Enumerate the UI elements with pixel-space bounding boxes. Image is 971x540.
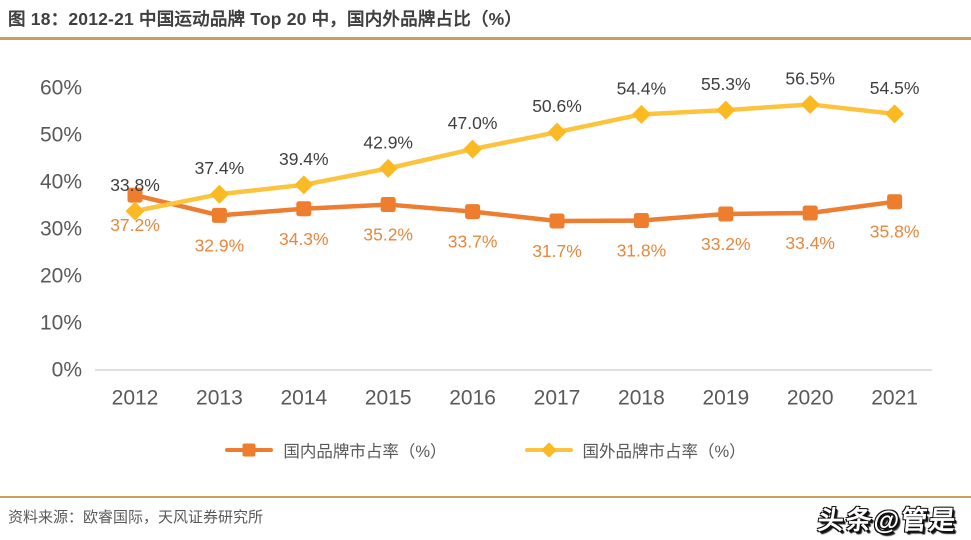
svg-text:35.2%: 35.2% (363, 225, 413, 245)
svg-text:33.4%: 33.4% (785, 233, 835, 253)
svg-text:2021: 2021 (871, 387, 918, 410)
legend-label-foreign: 国外品牌市占率（%） (582, 443, 746, 461)
svg-text:60%: 60% (40, 77, 82, 100)
svg-text:54.5%: 54.5% (870, 78, 920, 98)
svg-text:47.0%: 47.0% (448, 113, 498, 133)
svg-text:30%: 30% (40, 218, 82, 241)
svg-text:2014: 2014 (280, 387, 327, 410)
svg-text:37.2%: 37.2% (110, 215, 160, 235)
line-chart: 0% 10% 20% 30% 40% 50% 60% 2012 2013 2014 2015 2016… (40, 68, 932, 410)
svg-text:2016: 2016 (449, 387, 496, 410)
svg-text:35.8%: 35.8% (870, 222, 920, 242)
svg-text:2012: 2012 (112, 387, 159, 410)
svg-text:54.4%: 54.4% (617, 78, 667, 98)
svg-text:33.7%: 33.7% (448, 232, 498, 252)
legend-item-domestic: 国内品牌市占率（%） (225, 438, 447, 462)
title-divider (0, 37, 971, 40)
legend-label-domestic: 国内品牌市占率（%） (283, 443, 447, 461)
svg-text:40%: 40% (40, 171, 82, 194)
svg-text:2018: 2018 (618, 387, 665, 410)
legend-square-marker-icon (242, 443, 256, 457)
svg-text:2017: 2017 (534, 387, 581, 410)
legend-item-foreign: 国外品牌市占率（%） (524, 438, 746, 462)
legend-line-domestic (225, 443, 274, 457)
svg-text:50.6%: 50.6% (532, 96, 582, 116)
svg-text:34.3%: 34.3% (279, 229, 329, 249)
svg-text:20%: 20% (40, 265, 82, 288)
svg-text:31.8%: 31.8% (617, 241, 667, 261)
svg-text:50%: 50% (40, 124, 82, 147)
footer-divider (0, 496, 971, 498)
chart-legend: 国内品牌市占率（%） 国外品牌市占率（%） (0, 438, 971, 462)
legend-diamond-marker-icon (540, 442, 557, 458)
svg-text:2020: 2020 (787, 387, 834, 410)
svg-text:39.4%: 39.4% (279, 149, 329, 169)
svg-text:0%: 0% (52, 359, 82, 382)
svg-text:2019: 2019 (702, 387, 749, 410)
watermark: 头条@管是 (815, 505, 959, 535)
svg-text:10%: 10% (40, 312, 82, 335)
svg-text:56.5%: 56.5% (785, 68, 835, 88)
svg-text:42.9%: 42.9% (363, 132, 413, 152)
svg-text:55.3%: 55.3% (701, 74, 751, 94)
source-note: 资料来源：欧睿国际，天风证券研究所 (8, 509, 264, 526)
svg-text:2015: 2015 (365, 387, 412, 410)
svg-text:2013: 2013 (196, 387, 243, 410)
figure-title: 图 18：2012-21 中国运动品牌 Top 20 中，国内外品牌占比（%） (8, 9, 523, 29)
svg-text:33.2%: 33.2% (701, 234, 751, 254)
svg-text:32.9%: 32.9% (195, 235, 245, 255)
legend-line-foreign (524, 442, 573, 458)
svg-text:37.4%: 37.4% (195, 158, 245, 178)
svg-text:33.8%: 33.8% (110, 175, 160, 195)
svg-text:31.7%: 31.7% (532, 241, 582, 261)
